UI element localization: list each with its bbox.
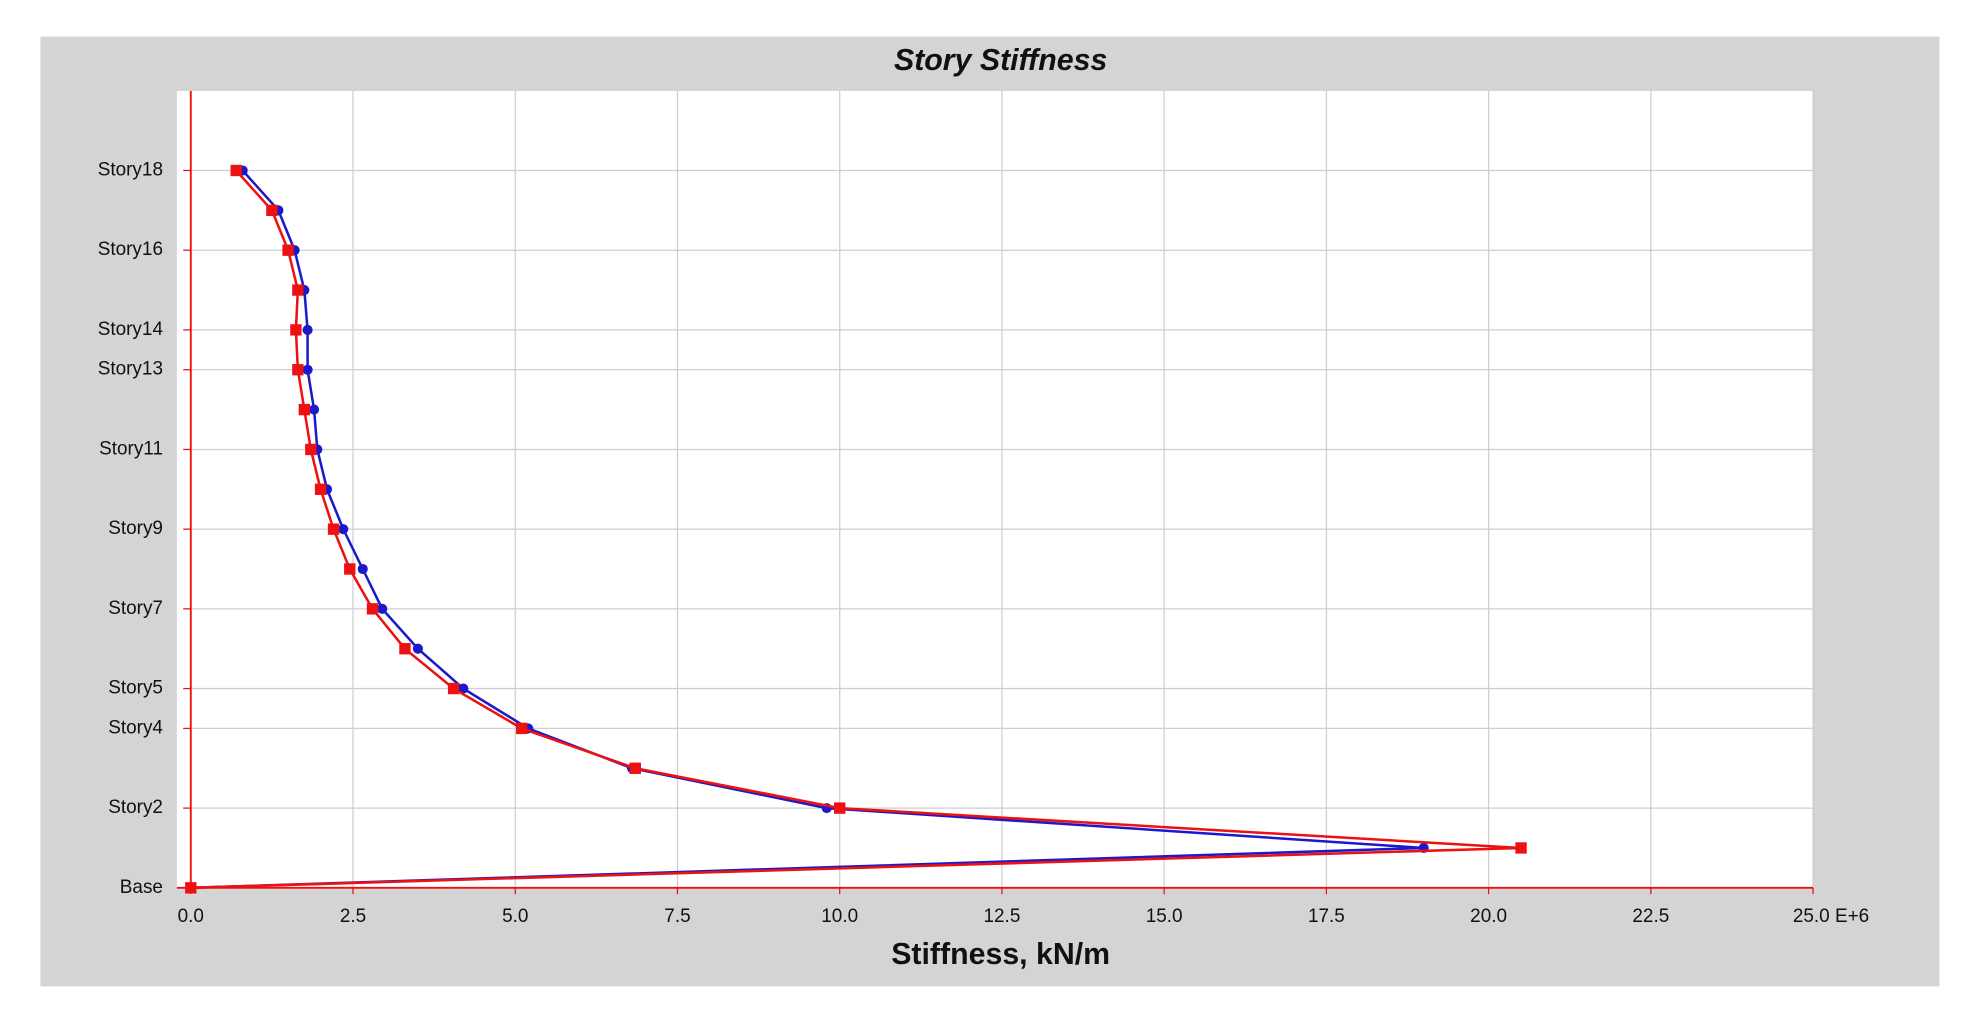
y-tick-label: Story5 [108, 678, 163, 699]
x-tick-label: 15.0 [1146, 906, 1183, 927]
marker [302, 324, 313, 335]
x-tick-label: 10.0 [821, 906, 858, 927]
marker [327, 523, 340, 535]
x-tick-label: 25.0 E+6 [1793, 906, 1869, 927]
marker [447, 682, 460, 695]
x-tick-label: 2.5 [340, 906, 366, 927]
x-tick-label: 20.0 [1470, 906, 1507, 927]
marker [266, 204, 278, 217]
x-tick-label: 22.5 [1632, 906, 1669, 927]
x-tick-label: 5.0 [502, 906, 528, 927]
x-tick-label: 7.5 [664, 906, 690, 927]
marker [458, 683, 469, 694]
marker [344, 563, 356, 575]
y-tick-label: Story4 [108, 717, 163, 738]
x-tick-label: 12.5 [983, 906, 1020, 927]
y-tick-label: Base [120, 877, 163, 898]
y-tick-label: Story11 [99, 438, 163, 459]
marker [290, 324, 302, 336]
marker [282, 244, 294, 256]
marker [298, 403, 311, 416]
x-axis-label: Stiffness, kN/m [891, 938, 1110, 971]
marker [399, 643, 411, 655]
marker [834, 802, 846, 814]
y-tick-label: Story2 [108, 797, 163, 818]
marker [629, 762, 641, 774]
marker [366, 603, 379, 615]
x-tick-label: 17.5 [1308, 906, 1345, 927]
marker [1515, 842, 1527, 854]
y-tick-label: Story18 [98, 159, 163, 180]
marker [302, 364, 313, 375]
chart-title: Story Stiffness [894, 44, 1107, 77]
marker [338, 524, 349, 535]
y-tick-label: Story14 [98, 319, 163, 340]
y-tick-label: Story7 [108, 598, 163, 619]
marker [412, 643, 423, 654]
marker [309, 404, 320, 415]
marker [377, 603, 388, 614]
marker [230, 164, 242, 177]
grid [183, 90, 1814, 895]
y-tick-label: Story13 [98, 359, 163, 380]
marker [292, 284, 304, 296]
marker [314, 483, 327, 495]
plot-area [176, 90, 1814, 888]
marks [185, 164, 1527, 894]
y-tick-label: Story16 [98, 239, 163, 260]
x-tick-label: 0.0 [178, 906, 204, 927]
y-tick-label: Story9 [108, 518, 163, 539]
marker [516, 722, 528, 735]
marker [305, 443, 317, 456]
marker [357, 563, 368, 575]
marker [292, 364, 304, 376]
